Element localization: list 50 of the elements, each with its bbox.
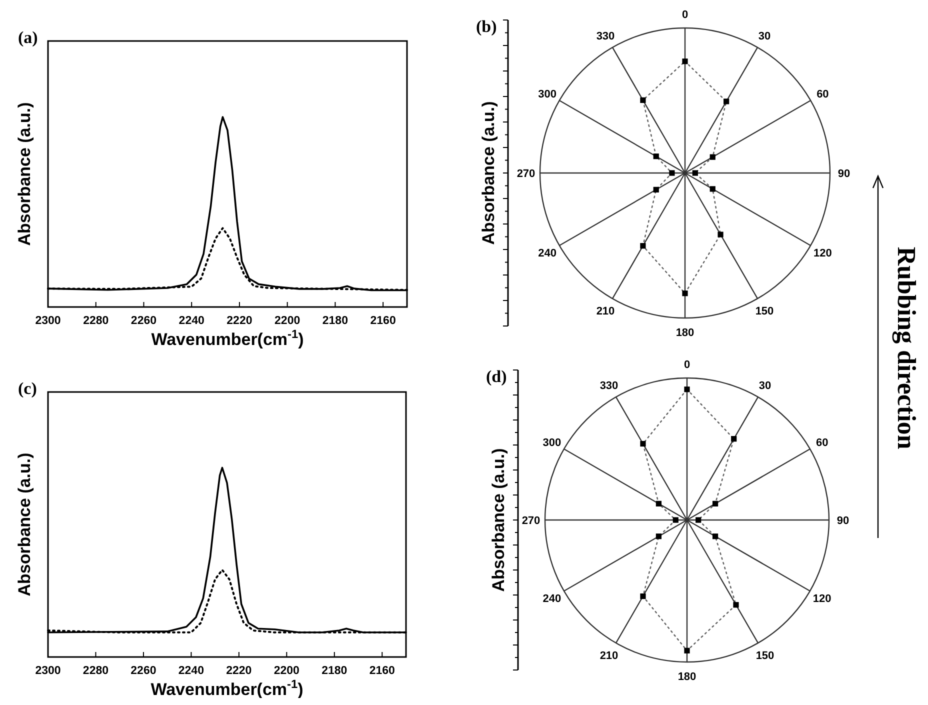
x-tick-label: 2220 (226, 315, 252, 327)
x-tick-label: 2300 (35, 315, 61, 327)
spoke-label: 120 (812, 593, 832, 605)
spoke-label: 30 (758, 30, 771, 42)
x-tick-label: 2200 (274, 665, 300, 677)
spoke-label: 30 (758, 380, 772, 392)
spoke-label: 150 (755, 306, 774, 318)
y-axis-title: Absorbance (a.u.) (15, 452, 34, 596)
chart-title: (d) (486, 367, 507, 386)
x-tick-label: 2220 (226, 665, 252, 677)
spoke-label: 60 (816, 88, 829, 100)
spoke-label: 120 (814, 248, 832, 260)
x-tick-label: 2240 (178, 315, 204, 327)
spoke-label: 90 (838, 168, 850, 180)
x-axis-title: Wavenumber(cm$^{-1}$) (151, 327, 304, 349)
spoke-label: 240 (542, 593, 562, 605)
spoke-label: 180 (678, 671, 696, 683)
text: Rubbing direction (892, 246, 921, 450)
text: Absorbance (a.u.) (489, 448, 508, 592)
spoke-label: 150 (756, 650, 774, 662)
x-tick-label: 2200 (274, 315, 300, 327)
x-tick-label: 2260 (130, 315, 157, 327)
x-tick-label: 2240 (178, 665, 204, 677)
x-tick-label: 2260 (130, 665, 156, 677)
x-tick-label: 2280 (82, 665, 109, 677)
spoke-label: 270 (522, 515, 540, 527)
x-tick-label: 2300 (35, 665, 61, 677)
x-tick-label: 2180 (322, 315, 348, 327)
chart-title: (a) (18, 28, 38, 47)
text: Absorbance (a.u.) (479, 101, 498, 245)
spoke-label: 210 (596, 306, 615, 318)
spoke-label: 330 (596, 30, 615, 42)
x-tick-label: 2160 (370, 315, 396, 327)
x-tick-label: 2180 (322, 665, 348, 677)
spoke-label: 0 (684, 359, 690, 371)
spoke-label: 90 (836, 515, 850, 527)
y-axis-title: Absorbance (a.u.) (15, 102, 34, 246)
spoke-label: 300 (538, 88, 556, 100)
chart-title: (b) (476, 17, 497, 36)
spoke-label: 270 (516, 168, 536, 180)
spoke-label: 60 (816, 437, 828, 449)
spoke-label: 210 (600, 650, 618, 662)
x-tick-label: 2280 (83, 315, 109, 327)
spoke-label: 330 (600, 380, 618, 392)
chart-title: (c) (18, 379, 37, 398)
spoke-label: 180 (676, 327, 694, 339)
spoke-label: 300 (542, 437, 562, 449)
x-tick-label: 2160 (369, 665, 395, 677)
spoke-label: 240 (538, 248, 556, 260)
spoke-label: 0 (682, 9, 688, 21)
